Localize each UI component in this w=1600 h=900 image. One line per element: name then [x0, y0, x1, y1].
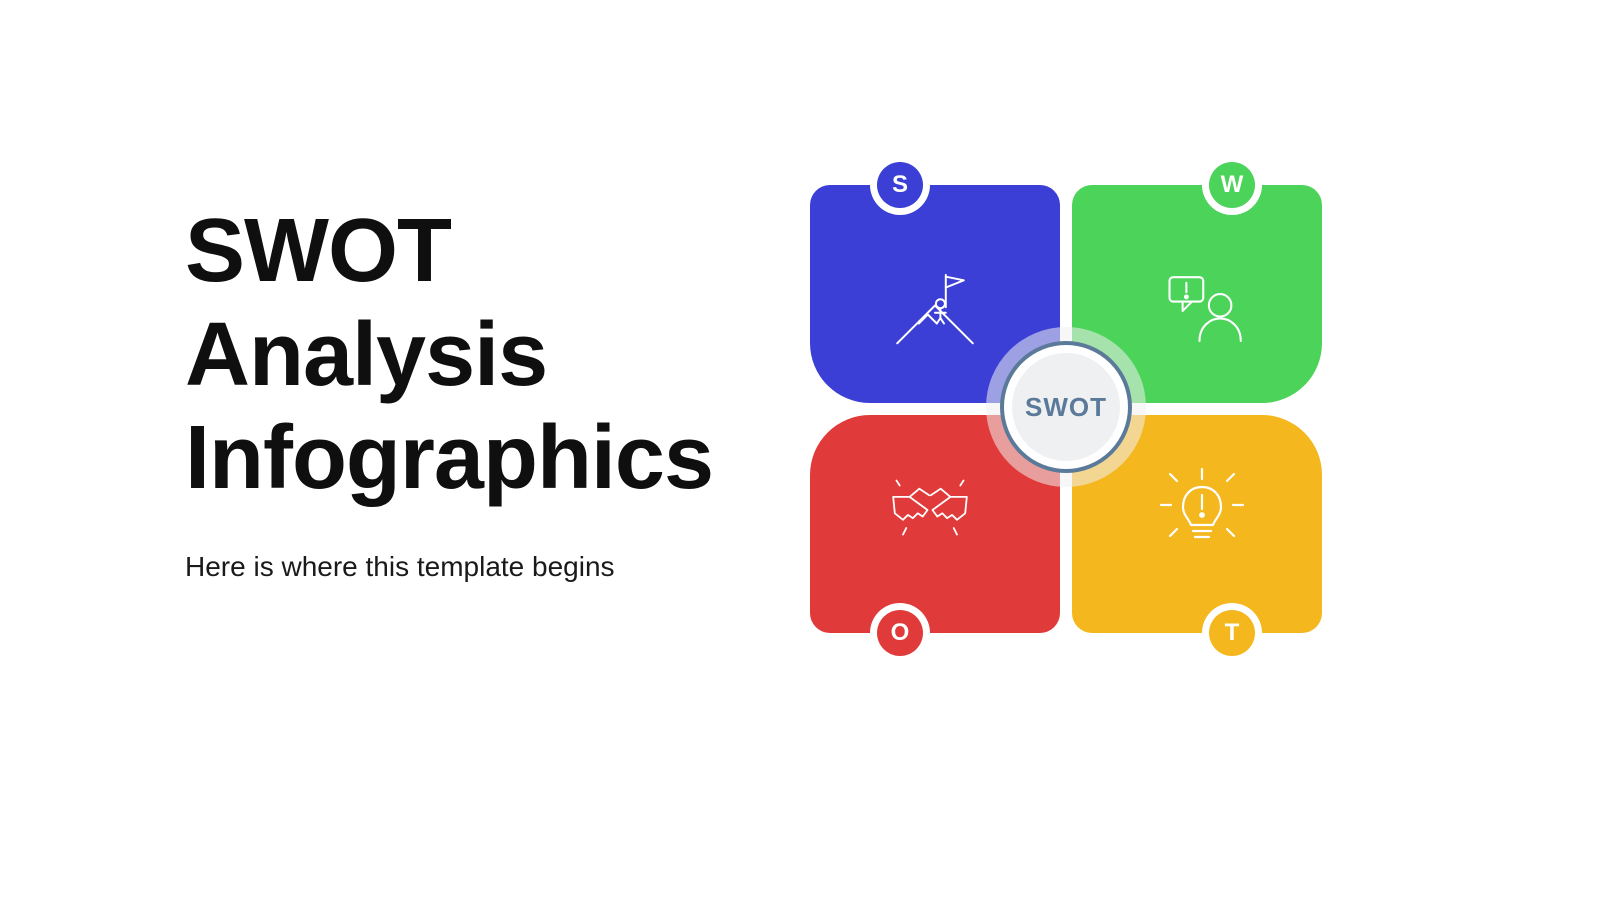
badge-s-letter: S [877, 162, 923, 208]
page-subtitle: Here is where this template begins [185, 551, 765, 583]
badge-t-letter: T [1209, 610, 1255, 656]
handshake-icon [885, 465, 975, 555]
lightbulb-alert-icon [1157, 465, 1247, 555]
badge-o: O [870, 603, 930, 663]
badge-w: W [1202, 155, 1262, 215]
text-block: SWOT Analysis Infographics Here is where… [185, 200, 765, 583]
badge-o-letter: O [877, 610, 923, 656]
badge-w-letter: W [1209, 162, 1255, 208]
badge-s: S [870, 155, 930, 215]
center-label: SWOT [1012, 353, 1120, 461]
badge-t: T [1202, 603, 1262, 663]
swot-diagram: S W O T SWOT [810, 155, 1330, 675]
person-speech-icon [1162, 265, 1252, 355]
page-title: SWOT Analysis Infographics [185, 200, 765, 511]
flag-mountain-icon [890, 265, 980, 355]
center-ring: SWOT [1000, 341, 1132, 473]
